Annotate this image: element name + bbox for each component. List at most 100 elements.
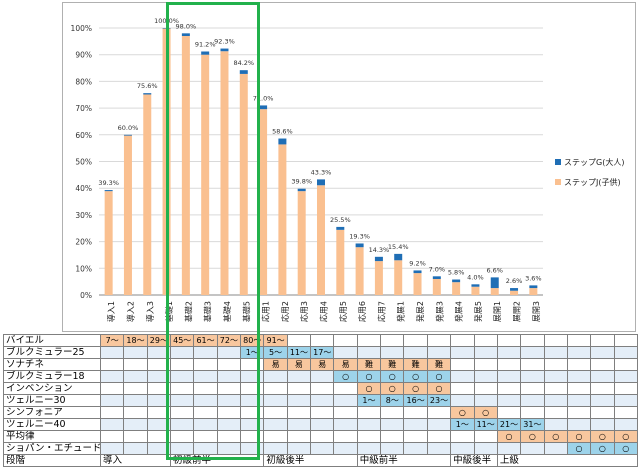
table-cell (496, 334, 522, 347)
x-tick-label: 応用7 (376, 301, 386, 322)
bar-adult (181, 33, 190, 37)
table-cell (613, 358, 638, 371)
table-cell (496, 406, 522, 419)
bar-child (374, 261, 383, 295)
table-cell (240, 418, 265, 431)
table-cell (380, 406, 405, 419)
row-label: ソナチネ (3, 358, 101, 371)
table-cell (216, 370, 242, 383)
table-cell (170, 382, 195, 395)
table-cell (240, 370, 265, 383)
table-cell: ○ (613, 430, 638, 443)
table-cell (99, 430, 125, 443)
row-label: ツェルニー40 (3, 418, 101, 431)
data-label: 25.5% (330, 216, 351, 224)
bar-child (201, 54, 210, 296)
table-cell (380, 346, 405, 359)
table-cell (613, 418, 638, 431)
bar-child (529, 288, 538, 295)
row-label: ショパン・エチュード (3, 442, 101, 455)
table-cell (566, 382, 592, 395)
table-cell (590, 358, 615, 371)
table-cell (286, 430, 312, 443)
table-cell (286, 394, 312, 407)
legend-swatch (555, 159, 561, 165)
bar-adult (317, 179, 325, 186)
table-cell (333, 334, 358, 347)
stage-label: 段階 (3, 454, 101, 467)
y-tick-label: 70% (75, 104, 92, 113)
table-cell (123, 394, 148, 407)
table-cell: ○ (496, 430, 522, 443)
table-cell: 11～ (473, 418, 498, 431)
table-cell (216, 406, 242, 419)
table-cell (123, 406, 148, 419)
table-cell: 1～ (240, 346, 265, 359)
table-cell (310, 430, 335, 443)
bar-adult (162, 28, 171, 29)
bar-child (297, 191, 306, 295)
data-label: 14.3% (369, 246, 390, 254)
table-cell (566, 346, 592, 359)
x-tick-label: 応用4 (319, 301, 329, 322)
table-cell (170, 430, 195, 443)
bar-adult (220, 48, 229, 52)
table-cell (473, 370, 498, 383)
table-row: ショパン・エチュード ○ ○ ○ (3, 442, 638, 455)
table-cell (426, 334, 452, 347)
x-tick-label: 基礎3 (203, 301, 213, 322)
y-tick-label: 40% (75, 184, 92, 193)
table-cell (216, 346, 242, 359)
bar-adult (490, 277, 499, 289)
table-cell (543, 406, 568, 419)
bar-adult (355, 243, 364, 248)
data-label: 4.0% (467, 273, 484, 281)
y-tick-label: 0% (80, 291, 92, 300)
row-label: ブルクミュラー18 (3, 370, 101, 383)
data-label: 75.6% (137, 82, 158, 90)
bar-adult (336, 226, 345, 230)
bar-adult (123, 134, 132, 136)
x-tick-label: 基礎2 (183, 301, 193, 322)
table-cell: ○ (473, 406, 498, 419)
table-cell (426, 442, 452, 455)
table-cell: ○ (380, 370, 405, 383)
table-row: インベンション ○ ○ ○ ○ (3, 382, 638, 395)
chart-area: 0% 10% 20% 30% 40% 50% 60% 70% 80% 90% 100% 39.3% 導入… (62, 2, 636, 332)
table-cell (450, 394, 475, 407)
bar-child (278, 144, 287, 295)
table-cell (543, 370, 568, 383)
bar-adult (471, 284, 480, 287)
table-row: ブルクミュラー25 1～ 5～ 11～ 17～ (3, 346, 638, 359)
data-label: 84.2% (233, 59, 254, 67)
table-cell (496, 394, 522, 407)
table-row: ツェルニー30 1～ 8～ 16～ 23～ (3, 394, 638, 407)
bar-child (471, 286, 480, 295)
table-cell: 5～ (263, 346, 288, 359)
bar-adult (529, 285, 538, 289)
table-cell (613, 346, 638, 359)
x-tick-label: 展開3 (532, 301, 541, 322)
table-cell: 17～ (310, 346, 335, 359)
table-cell (543, 358, 568, 371)
table-row: ブルクミュラー18 ○ ○ ○ ○ ○ (3, 370, 638, 383)
table-cell (403, 430, 428, 443)
y-tick-label: 100% (71, 24, 92, 33)
table-cell (496, 370, 522, 383)
bar-child (104, 191, 113, 295)
data-label: 39.3% (98, 179, 119, 187)
table-cell (520, 382, 545, 395)
table-cell (450, 370, 475, 383)
table-cell (333, 442, 358, 455)
table-cell (99, 346, 125, 359)
table-cell (99, 442, 125, 455)
table-cell (543, 346, 568, 359)
table-cell: 61～ (193, 334, 218, 347)
table-cell (403, 334, 428, 347)
table-cell (473, 358, 498, 371)
table-row: バイエル 7～ 18～ 29～ 45～ 61～ 72～ 80～ 91～ (3, 334, 638, 347)
table-cell (613, 394, 638, 407)
table-cell: ○ (380, 382, 405, 395)
table-cell (170, 358, 195, 371)
bar-adult (297, 188, 306, 192)
